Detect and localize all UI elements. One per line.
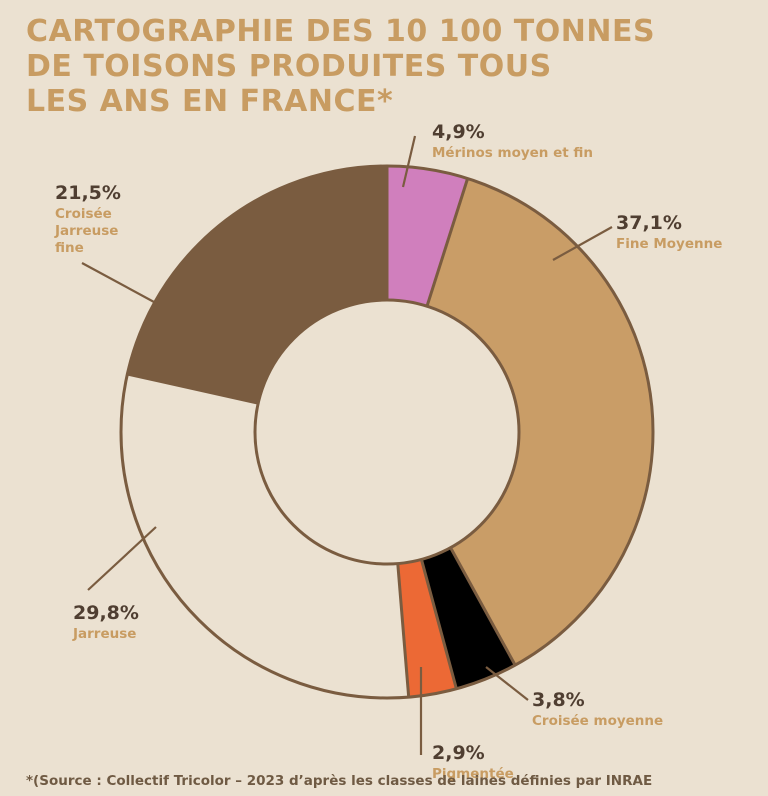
slice-separator: [449, 546, 517, 666]
donut-outer-outline: [119, 164, 655, 700]
slice-percent-label: 4,9%: [432, 121, 485, 143]
leader-line: [552, 226, 613, 261]
slice-category-label: fine: [55, 240, 84, 256]
slice-category-label: Mérinos moyen et fin: [432, 145, 593, 161]
donut-slice: [421, 547, 516, 689]
title-line: LES ANS EN FRANCE*: [26, 84, 394, 119]
leader-line: [81, 262, 155, 303]
leader-line: [401, 135, 417, 188]
title-line: CARTOGRAPHIE DES 10 100 TONNES: [26, 14, 656, 49]
donut-slice: [427, 178, 654, 666]
slice-separator: [127, 372, 259, 405]
slice-percent-label: 37,1%: [616, 212, 682, 234]
donut-hole: [253, 298, 521, 566]
slice-category-label: Croisée: [55, 206, 112, 222]
chart-title: CARTOGRAPHIE DES 10 100 TONNES DE TOISON…: [26, 14, 746, 119]
leader-line: [485, 666, 529, 701]
slice-separator: [419, 559, 458, 690]
leader-line: [87, 526, 157, 591]
donut-slice: [127, 166, 388, 404]
slice-percent-label: 3,8%: [532, 689, 585, 711]
slice-percent-label: 2,9%: [432, 742, 485, 764]
donut-slice: [397, 559, 457, 698]
slice-category-label: Croisée moyenne: [532, 713, 663, 729]
slice-separator: [425, 178, 470, 307]
slice-category-label: Jarreuse: [54, 223, 118, 239]
slice-category-label: Pigmentée: [432, 766, 514, 782]
donut-slice: [120, 373, 409, 698]
slice-percent-label: 29,8%: [73, 602, 139, 624]
slice-category-label: Fine Moyenne: [616, 236, 722, 252]
donut-slice: [387, 166, 468, 307]
slice-percent-label: 21,5%: [55, 182, 121, 204]
source-note: *(Source : Collectif Tricolor – 2023 d’a…: [26, 773, 653, 789]
slice-category-label: Jarreuse: [72, 626, 136, 642]
title-line: DE TOISONS PRODUITES TOUS: [26, 49, 552, 84]
slice-separator: [396, 563, 411, 698]
